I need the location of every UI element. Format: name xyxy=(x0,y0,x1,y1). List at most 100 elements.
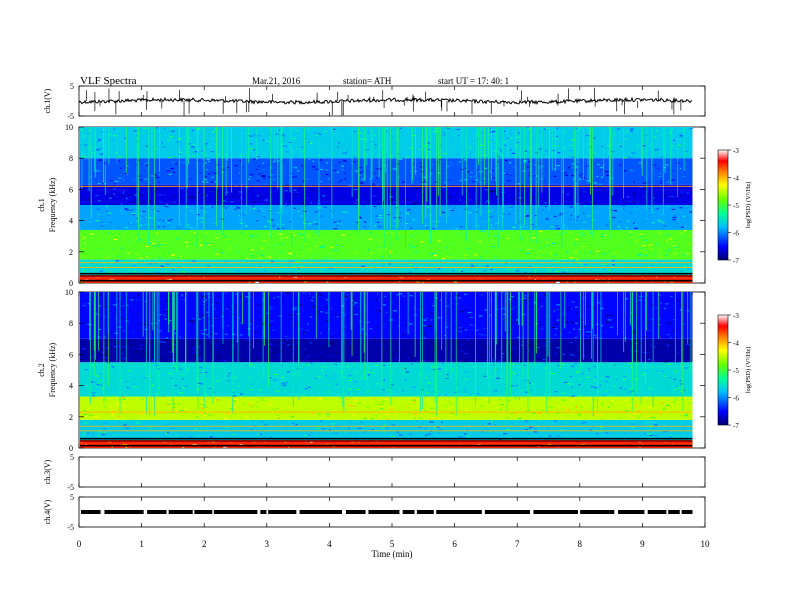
spectrogram-pixel xyxy=(499,214,502,217)
spectrogram-pixel xyxy=(136,217,139,219)
spectrogram-pixel xyxy=(280,365,284,367)
spectrogram-pixel xyxy=(410,363,414,365)
spectrogram-pixel xyxy=(542,345,547,347)
spectrogram-pixel xyxy=(568,145,573,147)
spectrogram-pixel xyxy=(332,368,337,371)
spectrogram-pixel xyxy=(385,248,387,250)
spectrogram-pixel xyxy=(262,210,265,212)
spectrogram-pixel xyxy=(557,364,560,367)
spectrogram-pixel xyxy=(215,315,220,317)
spectrogram-pixel xyxy=(377,247,382,249)
spectrogram-pixel xyxy=(414,188,418,190)
spectrogram-pixel xyxy=(233,136,238,138)
spectrogram-pixel xyxy=(487,346,490,348)
spectrogram-pixel xyxy=(114,179,116,181)
spectrogram-pixel xyxy=(599,242,601,244)
spectrogram-pixel xyxy=(259,195,262,197)
spectrogram-pixel xyxy=(83,422,88,424)
spectrogram-pixel xyxy=(628,156,631,158)
spectrogram-pixel xyxy=(377,226,382,228)
x-tick-label: 4 xyxy=(327,539,332,549)
spectrogram-pixel xyxy=(161,220,166,222)
spectrogram-pixel xyxy=(95,339,99,341)
spectrogram-pixel xyxy=(314,254,317,256)
spectrogram-pixel xyxy=(510,137,514,139)
spectrogram-pixel xyxy=(514,413,517,415)
spectrogram-pixel xyxy=(450,209,454,212)
spectrogram-pixel xyxy=(107,192,109,194)
spectrogram-pixel xyxy=(91,382,93,384)
spectrogram-pixel xyxy=(282,160,285,162)
spectrogram-pixel xyxy=(686,233,690,235)
spectrogram-pixel xyxy=(378,235,382,237)
spectrogram-pixel xyxy=(499,137,502,139)
spectrogram-pixel xyxy=(119,308,123,310)
spectrogram-pixel xyxy=(285,426,287,428)
spectrogram-pixel xyxy=(124,433,128,436)
spectrogram-pixel xyxy=(558,323,561,325)
spectrogram-pixel xyxy=(652,427,655,430)
spectrogram-pixel xyxy=(434,127,438,130)
spectrogram-pixel xyxy=(533,370,536,372)
spectrogram-pixel xyxy=(197,129,202,131)
spectrogram-pixel xyxy=(595,336,597,338)
spectrogram-pixel xyxy=(305,329,310,331)
spectrogram-pixel xyxy=(295,324,297,326)
spectrogram-pixel xyxy=(120,247,124,249)
spectrogram-pixel xyxy=(466,191,471,193)
spectrogram-pixel xyxy=(426,193,431,195)
spectrogram-pixel xyxy=(342,326,347,329)
spectrogram-pixel xyxy=(166,367,168,369)
spectrogram-pixel xyxy=(122,357,127,360)
spectrogram-pixel xyxy=(259,420,264,423)
spectrogram-pixel xyxy=(665,430,669,433)
spectrogram-pixel xyxy=(131,322,136,324)
spectrogram-pixel xyxy=(241,409,243,411)
spectrogram-pixel xyxy=(110,409,115,411)
spectrogram-pixel xyxy=(158,194,162,196)
spectrogram-pixel xyxy=(111,414,114,417)
spectrogram-pixel xyxy=(633,208,636,210)
spectrogram-pixel xyxy=(295,261,300,263)
spectrogram-pixel xyxy=(479,315,483,317)
spectrogram-pixel xyxy=(420,306,423,309)
spectrogram-pixel xyxy=(673,388,678,391)
spectrogram-pixel xyxy=(328,231,332,234)
spectrogram-pixel xyxy=(629,388,631,390)
spectrogram-pixel xyxy=(551,326,556,328)
spectrogram-pixel xyxy=(286,176,290,178)
spectrogram-pixel xyxy=(490,306,494,308)
spectrogram-pixel xyxy=(578,415,582,417)
spectrogram-pixel xyxy=(506,367,509,369)
spectrogram-pixel xyxy=(422,281,425,284)
spectrogram-pixel xyxy=(236,206,239,208)
spectrogram-pixel xyxy=(281,350,283,352)
colorbar-tick-label: -6 xyxy=(733,395,739,403)
spectrogram-pixel xyxy=(173,332,176,334)
spectrogram-pixel xyxy=(146,303,148,305)
spectrogram-pixel xyxy=(549,193,553,196)
spectrogram-pixel xyxy=(447,179,452,181)
spectrogram-pixel xyxy=(98,138,102,141)
spectrogram-pixel xyxy=(571,139,576,141)
spectrogram-pixel xyxy=(547,360,550,363)
spectrogram-pixel xyxy=(600,263,604,265)
spectrogram-pixel xyxy=(253,292,256,294)
spectrogram-pixel xyxy=(427,150,431,152)
spectrogram-pixel xyxy=(256,180,260,182)
spectrogram-pixel xyxy=(352,161,356,163)
spectrogram-pixel xyxy=(626,271,629,273)
spectrogram-pixel xyxy=(270,219,274,221)
spectrogram-pixel xyxy=(209,347,212,349)
spectrogram-pixel xyxy=(626,404,631,406)
spectrogram-pixel xyxy=(510,325,512,327)
spectrogram-pixel xyxy=(305,441,307,443)
spectrogram-pixel xyxy=(598,337,603,339)
spectrogram-pixel xyxy=(318,233,321,235)
spectrogram-pixel xyxy=(574,306,578,308)
spectrogram-pixel xyxy=(679,232,683,234)
spectrogram-pixel xyxy=(166,170,170,172)
spectrogram-pixel xyxy=(581,444,586,446)
spectrogram-pixel xyxy=(291,408,295,410)
spectrogram-pixel xyxy=(538,297,541,300)
